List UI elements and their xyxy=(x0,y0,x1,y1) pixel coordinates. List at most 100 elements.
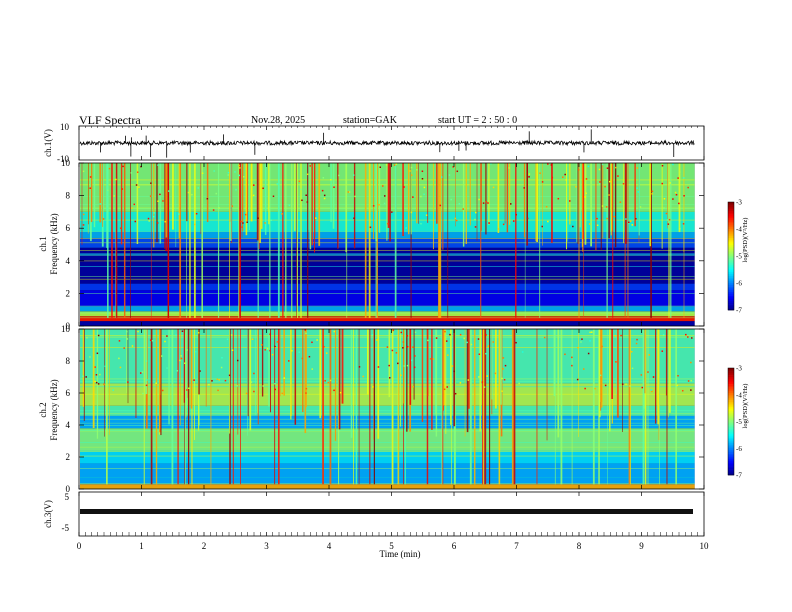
spectrogram-speck xyxy=(410,174,413,176)
spectrogram-speck xyxy=(378,204,380,206)
spectrogram-speck xyxy=(379,166,382,168)
freq-tick-label: 10 xyxy=(61,158,71,168)
spectrogram-speck xyxy=(598,168,601,171)
ch1-spectrogram-image xyxy=(80,163,695,326)
spectrogram-speck xyxy=(410,211,413,214)
spectrogram-speck xyxy=(231,349,234,351)
spectrogram-speck xyxy=(564,353,566,356)
spectrogram-speck xyxy=(186,349,188,351)
spectrogram-speck xyxy=(382,185,384,187)
freq-tick-label: 4 xyxy=(66,256,71,266)
spectrogram-speck xyxy=(494,372,497,375)
colorbar-tick-label: -5 xyxy=(736,253,742,261)
spectrogram-speck xyxy=(414,355,416,357)
ch3-waveform-trace xyxy=(80,509,693,514)
time-axis-label: Time (min) xyxy=(380,549,421,559)
spectrogram-speck xyxy=(127,381,129,383)
spectrogram-speck xyxy=(647,371,649,373)
spectrogram-speck xyxy=(641,386,644,389)
spectrogram-speck xyxy=(501,377,503,380)
spectrogram-speck xyxy=(637,191,639,193)
colorbar-segment xyxy=(728,299,734,302)
spectrogram-speck xyxy=(104,365,106,368)
colorbar-segment xyxy=(728,277,734,280)
colorbar-segment xyxy=(728,248,734,251)
spectrogram-speck xyxy=(264,349,266,351)
spectrogram-speck xyxy=(187,191,190,194)
spectrogram-speck xyxy=(512,220,515,222)
spectrogram-speck xyxy=(362,375,364,378)
time-tick-label: 7 xyxy=(514,541,519,551)
spectrogram-speck xyxy=(477,376,480,378)
spectrogram-speck xyxy=(271,353,274,356)
colorbar-tick-label: -3 xyxy=(736,199,742,207)
spectrogram-speck xyxy=(625,383,627,385)
spectrogram-speck xyxy=(213,170,215,172)
spectrogram-speck xyxy=(270,219,272,222)
ch2-spectrogram-image xyxy=(80,329,695,489)
spectrogram-speck xyxy=(262,187,264,190)
colorbar-segment xyxy=(728,308,734,311)
spectrogram-speck xyxy=(166,367,168,369)
spectrogram-speck xyxy=(577,169,580,171)
spectrogram-speck xyxy=(153,212,155,214)
colorbar-segment xyxy=(728,368,734,371)
colorbar-segment xyxy=(728,202,734,205)
spectrogram-speck xyxy=(651,190,654,193)
spectrogram-speck xyxy=(663,198,666,200)
spectrogram-speck xyxy=(508,167,510,169)
spectrogram-speck xyxy=(238,174,240,177)
spectrogram-speck xyxy=(288,204,291,207)
freq-tick-label: 0 xyxy=(66,484,71,494)
spectrogram-speck xyxy=(575,186,577,188)
spectrogram-speck xyxy=(550,164,553,166)
time-tick-label: 5 xyxy=(389,541,394,551)
colorbar-segment xyxy=(728,205,734,208)
spectrogram-speck xyxy=(372,205,375,207)
spectrogram-speck xyxy=(458,203,461,205)
colorbar-segment xyxy=(728,416,734,419)
spectrogram-speck xyxy=(678,171,681,173)
spectrogram-speck xyxy=(564,173,566,176)
colorbar-segment xyxy=(728,430,734,433)
spectrogram-speck xyxy=(652,376,655,378)
colorbar-frame xyxy=(727,201,735,311)
spectrogram-speck xyxy=(99,203,102,205)
colorbar-tick-label: -3 xyxy=(736,365,742,373)
spectrogram-speck xyxy=(166,335,168,337)
colorbar-segment xyxy=(728,398,734,401)
spectrogram-speck xyxy=(403,186,405,188)
spectrogram-speck xyxy=(585,192,587,195)
colorbar-segment xyxy=(728,297,734,300)
colorbar-segment xyxy=(728,403,734,406)
spectrogram-speck xyxy=(186,389,188,391)
spectrogram-speck xyxy=(252,184,255,186)
spectrogram-speck xyxy=(450,198,452,201)
spectrogram-speck xyxy=(323,345,325,348)
spectrogram-speck xyxy=(300,188,302,191)
spectrogram-speck xyxy=(227,174,229,176)
spectrogram-speck xyxy=(648,354,651,356)
spectrogram-speck xyxy=(215,192,218,195)
ch2-colorbar: -3 -4 -5 -6 -7 xyxy=(727,365,742,480)
spectrogram-speck xyxy=(388,364,390,367)
spectrogram-speck xyxy=(636,338,638,341)
spectrogram-speck xyxy=(681,389,684,392)
spectrogram-speck xyxy=(391,211,393,213)
ch2-colorbar-label: log(PSD)(V²/Hz) xyxy=(742,384,749,429)
spectrogram-speck xyxy=(272,195,275,198)
spectrogram-speck xyxy=(515,341,517,344)
spectrogram-speck xyxy=(178,213,180,215)
colorbar-segment xyxy=(728,407,734,410)
colorbar-tick-label: -6 xyxy=(736,445,742,453)
ch1-waveform-ylabel: ch.1(V) xyxy=(43,129,53,157)
spectrogram-speck xyxy=(301,199,303,202)
spectrogram-speck xyxy=(141,371,144,373)
spectrogram-speck xyxy=(149,195,152,197)
ch1-waveform-panel: 10 -10 ch.1(V) xyxy=(43,122,705,164)
spectrogram-speck xyxy=(138,186,140,188)
spectrogram-speck xyxy=(596,224,599,227)
colorbar-segment xyxy=(728,458,734,462)
spectrogram-speck xyxy=(395,163,398,165)
time-tick-label: 1 xyxy=(139,541,144,551)
